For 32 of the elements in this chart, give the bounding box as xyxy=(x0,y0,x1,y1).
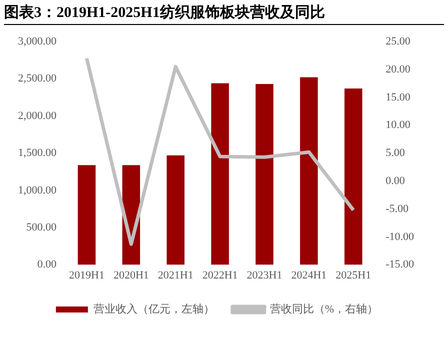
x-tick-label: 2025H1 xyxy=(336,269,372,282)
y2-tick-label: 20.00 xyxy=(386,63,411,76)
y-tick-label: 500.00 xyxy=(26,221,57,234)
bar xyxy=(344,88,362,265)
legend-label: 营收同比（%，右轴） xyxy=(270,302,378,316)
bar xyxy=(78,165,96,265)
y-tick-label: 1,000.00 xyxy=(18,184,57,196)
y2-tick-label: 5.00 xyxy=(386,147,406,160)
y2-tick-label: -5.00 xyxy=(386,202,409,215)
y-tick-label: 3,000.00 xyxy=(18,35,57,48)
bar xyxy=(166,155,184,265)
y2-tick-label: -15.00 xyxy=(386,258,414,271)
x-tick-label: 2024H1 xyxy=(291,269,327,282)
x-tick-label: 2022H1 xyxy=(202,269,238,282)
x-tick-label: 2020H1 xyxy=(113,269,149,282)
y2-tick-label: 25.00 xyxy=(386,35,411,48)
y-tick-label: 0.00 xyxy=(37,258,57,271)
y2-tick-label: -10.00 xyxy=(386,230,414,243)
y2-tick-label: 0.00 xyxy=(386,174,406,187)
bar xyxy=(256,84,274,265)
x-tick-label: 2019H1 xyxy=(68,269,104,282)
chart-title: 图表3：2019H1-2025H1纺织服饰板块营收及同比 xyxy=(4,0,444,25)
y-tick-label: 1,500.00 xyxy=(18,147,57,160)
x-tick-label: 2023H1 xyxy=(246,269,282,282)
bar xyxy=(300,77,318,265)
bar xyxy=(211,83,229,265)
y-tick-label: 2,500.00 xyxy=(18,72,57,85)
y-tick-label: 2,000.00 xyxy=(18,110,57,122)
y2-tick-label: 15.00 xyxy=(386,91,411,104)
x-tick-label: 2021H1 xyxy=(158,269,194,282)
y2-tick-label: 10.00 xyxy=(386,119,411,132)
legend-label: 营业收入（亿元，左轴） xyxy=(93,302,214,316)
